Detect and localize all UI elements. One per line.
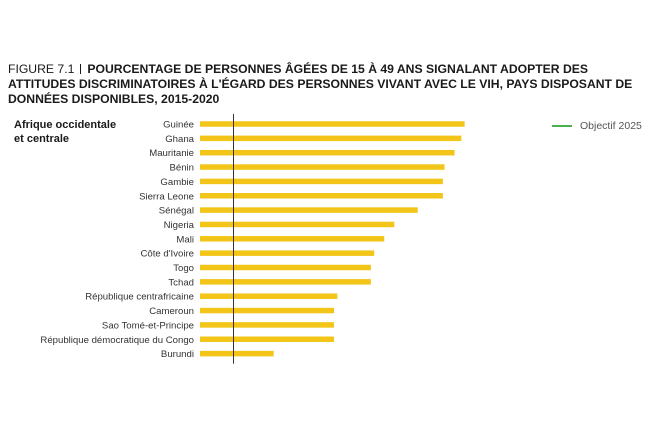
bar-sao-tome-et-principe: [200, 322, 334, 328]
bar-republique-democratique-du-congo: [200, 336, 334, 342]
bar-senegal: [200, 207, 418, 213]
bar-ghana: [200, 135, 462, 142]
bar-tchad: [200, 279, 371, 285]
region-label: Afrique occidentale et centrale: [14, 119, 117, 145]
category-label-republique-centrafricaine: République centrafricaine: [85, 292, 194, 303]
legend: Objectif 2025: [552, 120, 642, 132]
bar-cote-d-ivoire: [200, 250, 375, 256]
bar-nigeria: [200, 221, 395, 228]
bar-benin: [200, 164, 445, 170]
legend-target-swatch: [552, 125, 572, 127]
legend-target-label: Objectif 2025: [580, 120, 642, 132]
figure-title: POURCENTAGE DE PERSONNES ÂGÉES DE 15 À 4…: [8, 62, 633, 106]
category-label-mali: Mali: [176, 234, 194, 245]
category-label-togo: Togo: [173, 263, 194, 274]
category-label-cameroun: Cameroun: [149, 306, 194, 317]
bar-cameroun: [200, 307, 334, 314]
category-label-nigeria: Nigeria: [164, 220, 195, 231]
bar-togo: [200, 264, 371, 271]
bar-gambie: [200, 178, 443, 185]
category-label-gambie: Gambie: [160, 177, 194, 188]
category-label-sierra-leone: Sierra Leone: [139, 191, 194, 202]
figure-title-block: FIGURE 7.1 POURCENTAGE DE PERSONNES ÂGÉES…: [8, 62, 658, 107]
category-label-sao-tome-et-principe: Sao Tomé-et-Principe: [102, 320, 194, 331]
category-label-benin: Bénin: [169, 163, 194, 174]
category-label-cote-d-ivoire: Côte d'Ivoire: [140, 249, 194, 260]
category-label-guinee: Guinée: [163, 120, 194, 131]
bar-mali: [200, 236, 385, 242]
title-separator: [80, 64, 82, 74]
bar-guinee: [200, 121, 465, 127]
figure-label: FIGURE 7.1: [8, 62, 75, 76]
category-label-mauritanie: Mauritanie: [149, 148, 194, 159]
bar-republique-centrafricaine: [200, 293, 338, 299]
bar-sierra-leone: [200, 193, 443, 199]
category-label-senegal: Sénégal: [159, 206, 194, 217]
bar-burundi: [200, 350, 274, 357]
category-label-ghana: Ghana: [165, 134, 194, 145]
category-label-republique-democratique-du-congo: République démocratique du Congo: [40, 335, 194, 346]
category-label-tchad: Tchad: [168, 277, 194, 288]
bar-mauritanie: [200, 149, 455, 156]
category-label-burundi: Burundi: [161, 349, 194, 360]
